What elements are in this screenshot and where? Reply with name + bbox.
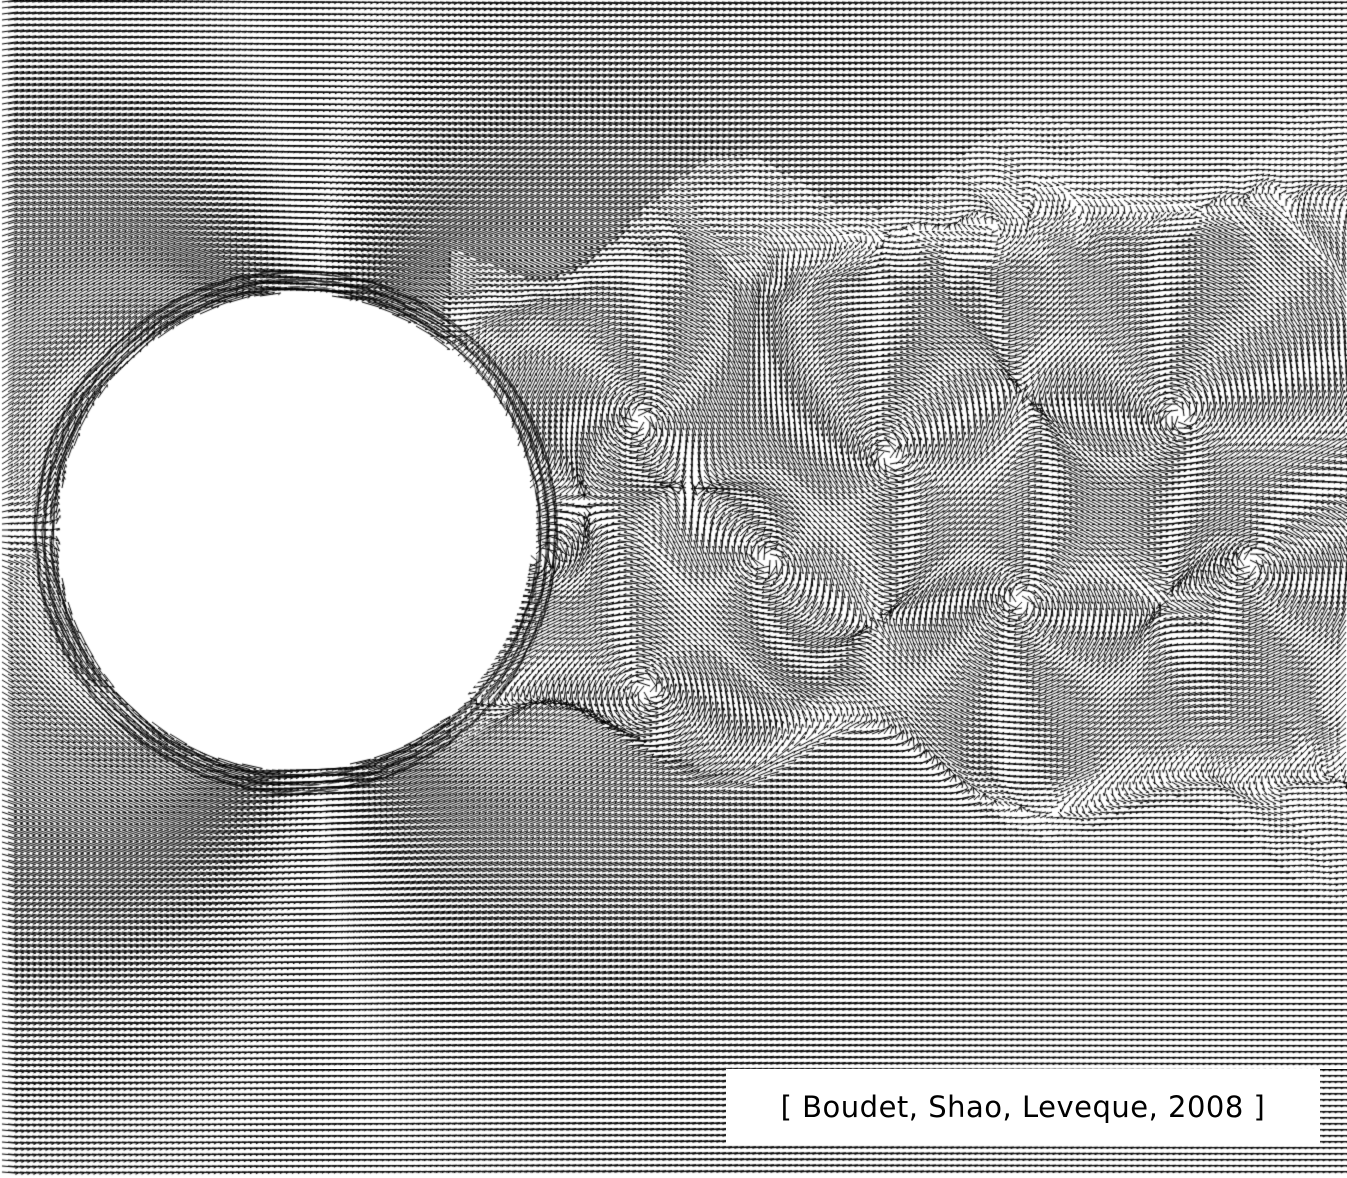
citation-box: [ Boudet, Shao, Leveque, 2008 ] — [726, 1069, 1320, 1145]
citation-text: [ Boudet, Shao, Leveque, 2008 ] — [780, 1090, 1266, 1124]
